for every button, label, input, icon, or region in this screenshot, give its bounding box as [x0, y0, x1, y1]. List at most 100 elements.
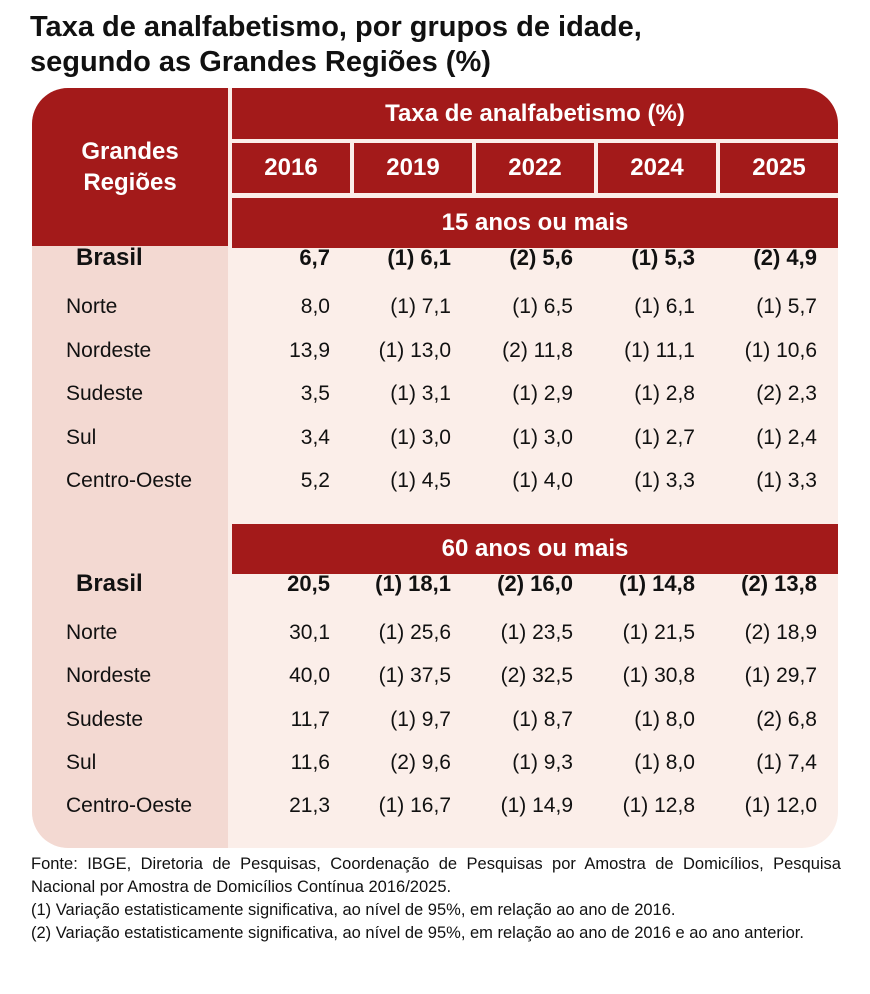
- value-cell-2024: (1) 11,1: [624, 339, 695, 362]
- note-2: (2) Variação estatisticamente significat…: [31, 924, 804, 942]
- value-cell-2019: (2) 9,6: [390, 751, 451, 774]
- regions-header-line-2: Regiões: [83, 169, 177, 196]
- value-cell-2019: (1) 9,7: [390, 708, 451, 731]
- table-row: Sul 3,4 (1) 3,0 (1) 3,0 (1) 2,7 (1) 2,4: [32, 418, 838, 458]
- value-cell-2016: 3,4: [300, 426, 330, 449]
- region-label: Sul: [66, 751, 97, 774]
- region-label: Norte: [66, 621, 118, 644]
- year-header-2016: 2016: [232, 143, 350, 193]
- region-label: Nordeste: [66, 339, 152, 362]
- value-cell-2022: (2) 11,8: [502, 339, 573, 362]
- value-cell-2019: (1) 25,6: [378, 621, 451, 644]
- table-row: Brasil 6,7 (1) 6,1 (2) 5,6 (1) 5,3 (2) 4,9: [32, 238, 838, 278]
- value-cell-2019: (1) 37,5: [378, 664, 451, 687]
- region-label: Norte: [66, 295, 118, 318]
- value-cell-2022: (1) 9,3: [512, 751, 573, 774]
- value-cell-2024: (1) 30,8: [622, 664, 695, 687]
- title-line-1: Taxa de analfabetismo, por grupos de ida…: [30, 11, 642, 43]
- value-cell-2022: (2) 16,0: [497, 571, 573, 596]
- table-row: Sudeste 3,5 (1) 3,1 (1) 2,9 (1) 2,8 (2) 2,3: [32, 374, 838, 414]
- value-cell-2022: (2) 5,6: [509, 245, 573, 270]
- value-cell-2019: (1) 13,0: [378, 339, 451, 362]
- value-cell-2022: (1) 4,0: [512, 469, 573, 492]
- value-cell-2024: (1) 14,8: [619, 571, 695, 596]
- region-label: Sul: [66, 426, 97, 449]
- value-cell-2019: (1) 18,1: [375, 571, 451, 596]
- regions-header: Grandes Regiões: [32, 88, 228, 246]
- value-cell-2025: (1) 5,7: [756, 295, 817, 318]
- value-cell-2024: (1) 21,5: [622, 621, 695, 644]
- value-cell-2024: (1) 3,3: [634, 469, 695, 492]
- table-row: Nordeste 40,0 (1) 37,5 (2) 32,5 (1) 30,8 (1) …: [32, 656, 838, 696]
- data-table: Grandes Regiões Taxa de analfabetismo (%…: [32, 88, 838, 848]
- region-label: Centro-Oeste: [66, 794, 193, 817]
- year-header-2024: 2024: [598, 143, 716, 193]
- value-cell-2019: (1) 7,1: [390, 295, 451, 318]
- value-cell-2022: (1) 14,9: [500, 794, 573, 817]
- value-cell-2019: (1) 3,1: [390, 382, 451, 405]
- value-cell-2025: (1) 3,3: [756, 469, 817, 492]
- section-header-2: 60 anos ou mais: [232, 524, 838, 574]
- value-cell-2016: 5,2: [300, 469, 330, 492]
- table-row: Norte 30,1 (1) 25,6 (1) 23,5 (1) 21,5 (2) 18,…: [32, 613, 838, 653]
- value-cell-2019: (1) 3,0: [390, 426, 451, 449]
- region-label: Sudeste: [66, 382, 144, 405]
- year-header-2025: 2025: [720, 143, 838, 193]
- chart-title: Taxa de analfabetismo, por grupos de ida…: [30, 10, 850, 80]
- value-cell-2025: (1) 7,4: [756, 751, 817, 774]
- value-cell-2024: (1) 12,8: [622, 794, 695, 817]
- value-cell-2024: (1) 2,8: [634, 382, 695, 405]
- value-cell-2016: 20,5: [287, 571, 330, 596]
- value-cell-2025: (2) 2,3: [756, 382, 817, 405]
- value-cell-2025: (2) 13,8: [741, 571, 817, 596]
- year-header-row: 2016 2019 2022 2024 2025: [232, 143, 838, 193]
- value-cell-2022: (2) 32,5: [500, 664, 573, 687]
- year-header-2019: 2019: [354, 143, 472, 193]
- value-cell-2025: (1) 2,4: [756, 426, 817, 449]
- table-row: Centro-Oeste 5,2 (1) 4,5 (1) 4,0 (1) 3,3 (1) …: [32, 461, 838, 501]
- region-label: Centro-Oeste: [66, 469, 193, 492]
- region-label: Nordeste: [66, 664, 152, 687]
- region-label: Brasil: [76, 570, 143, 597]
- table-row: Nordeste 13,9 (1) 13,0 (2) 11,8 (1) 11,1 (1) …: [32, 331, 838, 371]
- table-row: Brasil 20,5 (1) 18,1 (2) 16,0 (1) 14,8 (2) 13…: [32, 564, 838, 604]
- value-cell-2016: 21,3: [289, 794, 330, 817]
- value-cell-2025: (1) 29,7: [744, 664, 817, 687]
- value-cell-2025: (1) 12,0: [744, 794, 817, 817]
- table-row: Centro-Oeste 21,3 (1) 16,7 (1) 14,9 (1) 12,8…: [32, 786, 838, 826]
- value-cell-2016: 3,5: [300, 382, 330, 405]
- value-cell-2025: (1) 10,6: [744, 339, 817, 362]
- title-line-2: segundo as Grandes Regiões (%): [30, 46, 491, 78]
- value-cell-2022: (1) 3,0: [512, 426, 573, 449]
- value-cell-2016: 30,1: [289, 621, 330, 644]
- value-cell-2025: (2) 18,9: [744, 621, 817, 644]
- value-cell-2022: (1) 2,9: [512, 382, 573, 405]
- value-cell-2016: 6,7: [299, 245, 330, 270]
- table-row: Sul 11,6 (2) 9,6 (1) 9,3 (1) 8,0 (1) 7,4: [32, 743, 838, 783]
- value-cell-2019: (1) 6,1: [387, 245, 451, 270]
- table-row: Norte 8,0 (1) 7,1 (1) 6,5 (1) 6,1 (1) 5,7: [32, 287, 838, 327]
- table-row: Sudeste 11,7 (1) 9,7 (1) 8,7 (1) 8,0 (2) 6,8: [32, 700, 838, 740]
- footnotes: Fonte: IBGE, Diretoria de Pesquisas, Coo…: [31, 853, 841, 945]
- value-cell-2016: 11,7: [290, 708, 330, 731]
- source-note: Fonte: IBGE, Diretoria de Pesquisas, Coo…: [31, 855, 841, 896]
- note-1: (1) Variação estatisticamente significat…: [31, 901, 676, 919]
- value-cell-2024: (1) 8,0: [634, 751, 695, 774]
- value-cell-2024: (1) 2,7: [634, 426, 695, 449]
- value-cell-2016: 8,0: [300, 295, 330, 318]
- year-header-2022: 2022: [476, 143, 594, 193]
- value-cell-2022: (1) 6,5: [512, 295, 573, 318]
- value-cell-2024: (1) 5,3: [631, 245, 695, 270]
- value-cell-2025: (2) 6,8: [756, 708, 817, 731]
- section-header-1: 15 anos ou mais: [232, 198, 838, 248]
- value-cell-2019: (1) 16,7: [378, 794, 451, 817]
- region-label: Sudeste: [66, 708, 144, 731]
- value-cell-2024: (1) 6,1: [634, 295, 695, 318]
- value-cell-2024: (1) 8,0: [634, 708, 695, 731]
- value-cell-2019: (1) 4,5: [390, 469, 451, 492]
- value-cell-2022: (1) 8,7: [512, 708, 573, 731]
- regions-header-line-1: Grandes: [81, 138, 179, 165]
- value-cell-2016: 13,9: [289, 339, 330, 362]
- value-cell-2022: (1) 23,5: [500, 621, 573, 644]
- value-cell-2025: (2) 4,9: [753, 245, 817, 270]
